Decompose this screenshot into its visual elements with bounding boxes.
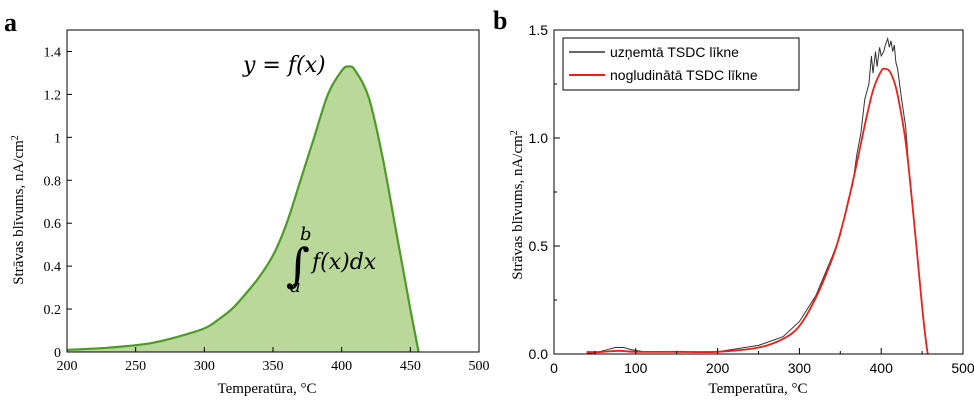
b-y-tick-label: 0.0 (529, 346, 549, 362)
b-x-axis-label: Temperatūra, °C (708, 381, 807, 397)
b-legend: uzņemtā TSDC līkne nogludinātā TSDC līkn… (562, 37, 800, 91)
a-integral-annotation: ∫ b a f(x)dx (286, 224, 377, 297)
b-x-tick-label: 500 (951, 360, 974, 376)
a-function-annotation: y = f(x) (242, 53, 326, 78)
a-x-tick-label: 500 (469, 359, 490, 374)
a-y-tick-label: 1 (54, 131, 61, 146)
a-integral-sign: ∫ (286, 238, 310, 292)
b-x-tick-label: 100 (624, 360, 648, 376)
a-y-tick-label: 0.8 (44, 174, 62, 189)
a-x-tick-label: 250 (125, 359, 146, 374)
panel-a-letter: a (4, 8, 17, 37)
b-series-smooth-line (586, 67, 929, 355)
b-legend-box (562, 37, 800, 91)
a-y-axis-label: Strāvas blīvums, nA/cm2 (10, 135, 28, 285)
a-integral-upper: b (300, 224, 312, 245)
a-y-tick-label: 0.4 (44, 260, 62, 275)
a-y-tick-label: 0.6 (44, 217, 62, 232)
b-x-tick-label: 200 (706, 360, 730, 376)
a-x-tick-label: 400 (331, 359, 352, 374)
b-legend-label-smooth: nogludinātā TSDC līkne (610, 67, 758, 83)
a-x-tick-label: 450 (400, 359, 421, 374)
b-x-tick-label: 0 (550, 360, 558, 376)
a-series-line (66, 65, 420, 353)
b-line-layer (586, 36, 929, 355)
a-integral-lower: a (290, 276, 301, 297)
a-y-tick-label: 1.2 (44, 88, 62, 103)
a-ticks: 200 250 300 350 400 450 500 0 0.2 0.4 0.6 0.8 1 1.2 1.… (44, 45, 490, 374)
a-y-tick-label: 0.2 (44, 303, 62, 318)
a-y-tick-label: 1.4 (44, 45, 62, 60)
b-x-tick-label: 400 (870, 360, 894, 376)
b-y-axis-label: Strāvas blīvums, nA/cm2 (509, 130, 527, 280)
a-x-tick-label: 300 (194, 359, 215, 374)
a-x-axis-label: Temperatūra, °C (217, 381, 316, 397)
b-y-tick-label: 0.5 (529, 238, 549, 254)
b-y-tick-label: 1.0 (529, 130, 549, 146)
a-x-tick-label: 200 (57, 359, 78, 374)
a-area-layer (66, 65, 420, 353)
b-y-tick-label: 1.5 (529, 22, 549, 38)
a-integral-body: f(x)dx (310, 250, 377, 275)
a-x-tick-label: 350 (263, 359, 284, 374)
panel-a: a 200 250 300 350 400 450 500 0 0.2 0.4 0.6 0.8 1 1.2… (4, 8, 490, 397)
b-ticks: 0 100 200 300 400 500 0.0 0.5 1.0 1.5 (529, 22, 974, 376)
b-x-tick-label: 300 (788, 360, 812, 376)
b-legend-label-raw: uzņemtā TSDC līkne (610, 44, 739, 60)
panel-b-letter: b (493, 6, 507, 35)
a-series-area (67, 66, 419, 352)
a-y-tick-label: 0 (54, 346, 61, 361)
panel-b: b 0 100 200 300 400 500 0.0 0.5 1.0 1.5 uzņemtā T… (493, 6, 974, 397)
